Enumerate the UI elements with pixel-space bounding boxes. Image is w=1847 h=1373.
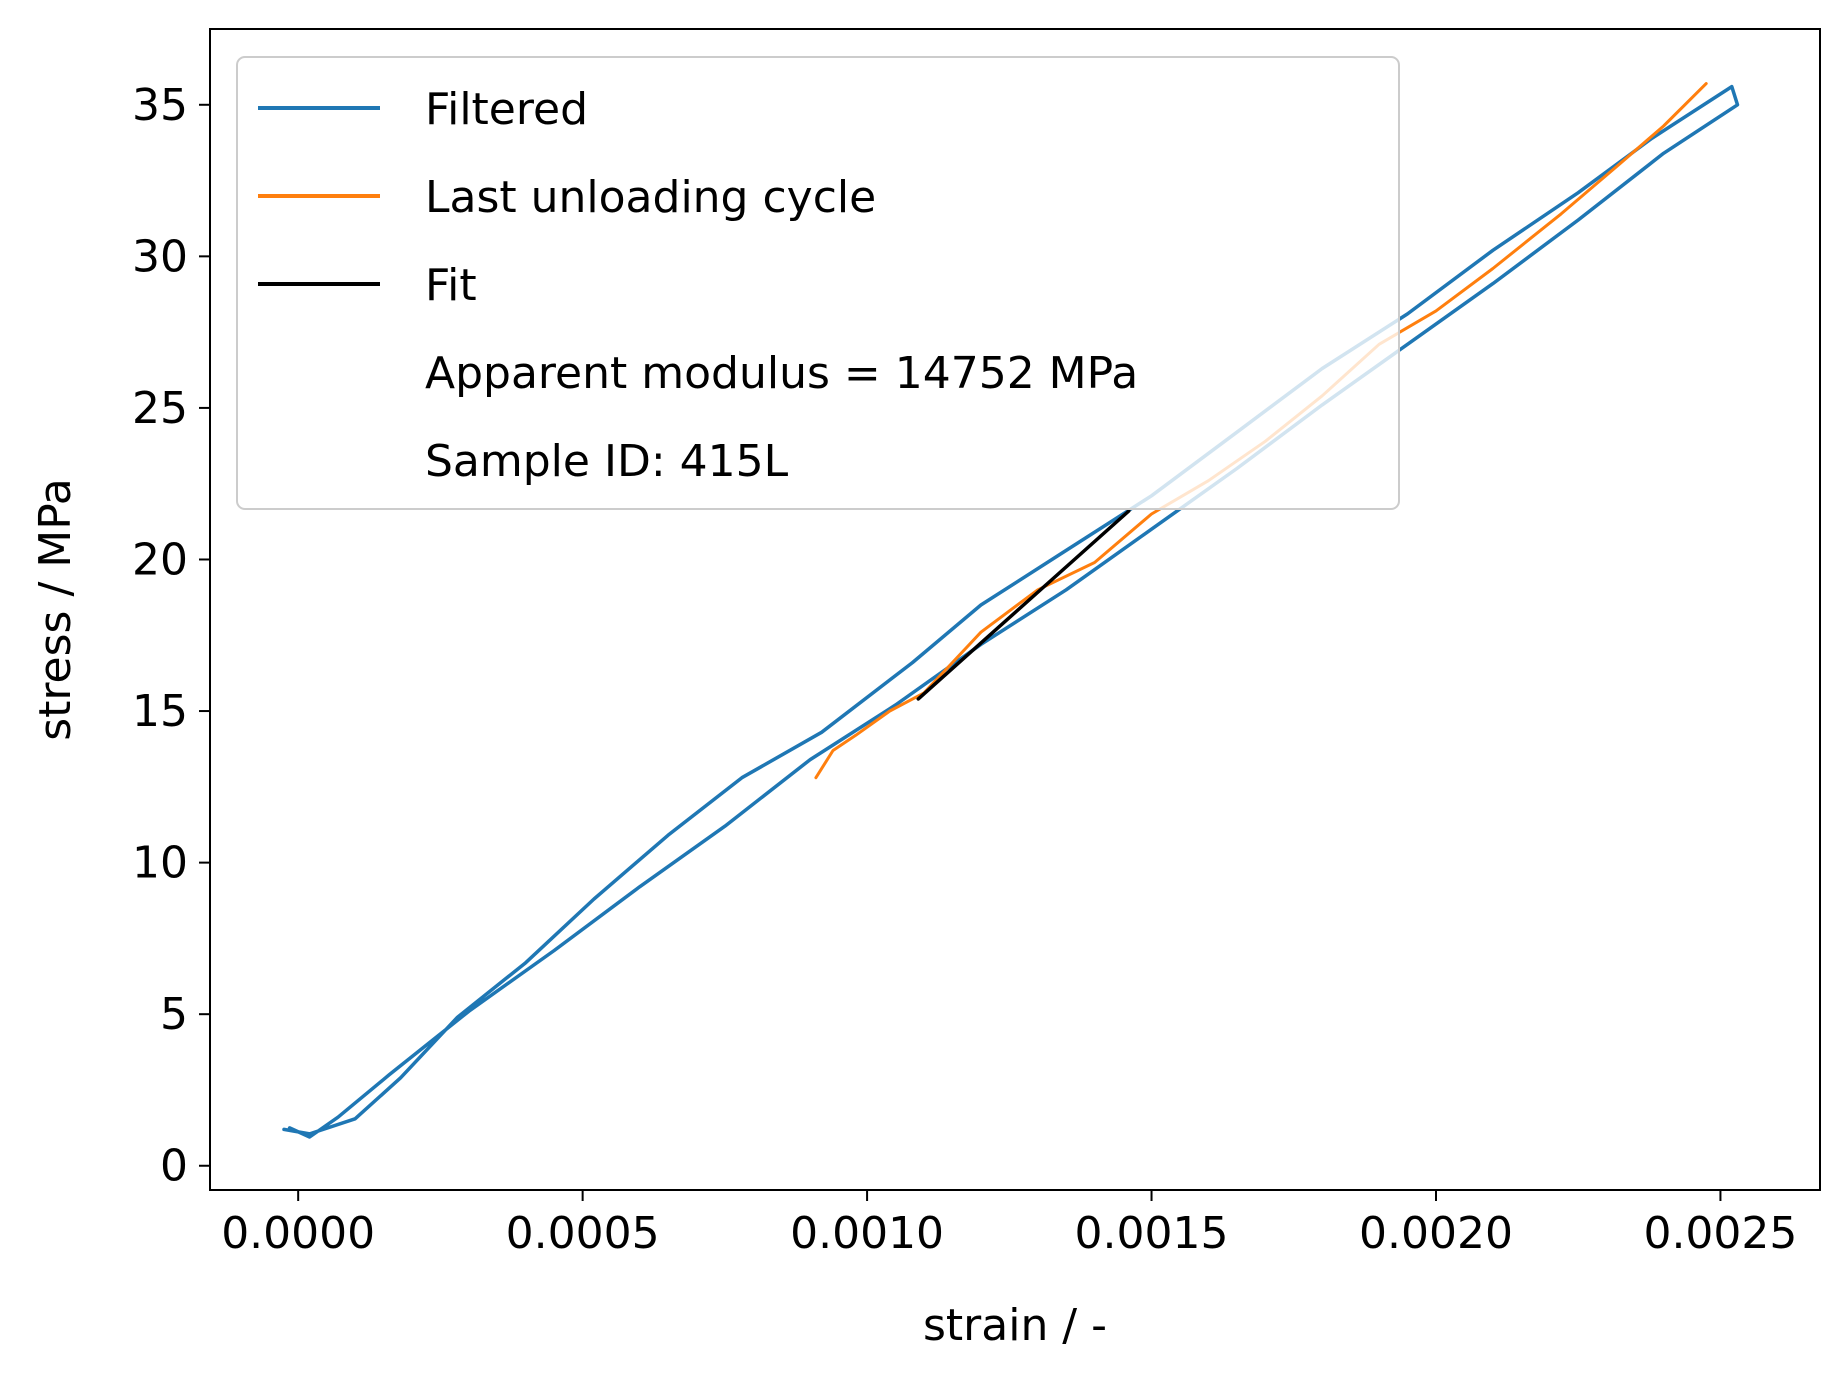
- legend-entry-label: Filtered: [425, 84, 588, 135]
- legend-entry-label: Fit: [425, 260, 477, 311]
- x-axis-label: strain / -: [923, 1300, 1107, 1351]
- legend-entry-label: Last unloading cycle: [425, 172, 876, 223]
- x-tick-label: 0.0010: [790, 1208, 944, 1259]
- x-tick-label: 0.0020: [1359, 1208, 1513, 1259]
- x-tick-label: 0.0025: [1643, 1208, 1797, 1259]
- y-tick-label: 30: [132, 231, 188, 282]
- y-tick-label: 25: [132, 383, 188, 434]
- fit-line: [916, 509, 1131, 701]
- y-tick-label: 5: [160, 989, 188, 1040]
- legend-box: [236, 56, 1400, 510]
- y-tick-label: 10: [132, 838, 188, 889]
- filtered-series-line: [282, 84, 1740, 1139]
- y-axis-label: stress / MPa: [30, 478, 81, 741]
- axes-frame: [209, 28, 1821, 1191]
- y-tick-label: 15: [132, 686, 188, 737]
- y-axis: 0 5 10 15 20 25 30 35: [132, 80, 210, 1192]
- x-tick-label: 0.0015: [1075, 1208, 1229, 1259]
- legend-entry-label: Sample ID: 415L: [425, 436, 789, 487]
- x-axis: 0.0000 0.0005 0.0010 0.0015 0.0020 0.0025: [221, 1190, 1797, 1259]
- legend-entry-label: Apparent modulus = 14752 MPa: [425, 348, 1138, 399]
- y-tick-label: 20: [132, 534, 188, 585]
- legend: Filtered Last unloading cycle Fit Apparent …: [236, 56, 1400, 510]
- y-tick-label: 35: [132, 80, 188, 131]
- y-tick-label: 0: [160, 1141, 188, 1192]
- x-tick-label: 0.0005: [506, 1208, 660, 1259]
- x-tick-label: 0.0000: [221, 1208, 375, 1259]
